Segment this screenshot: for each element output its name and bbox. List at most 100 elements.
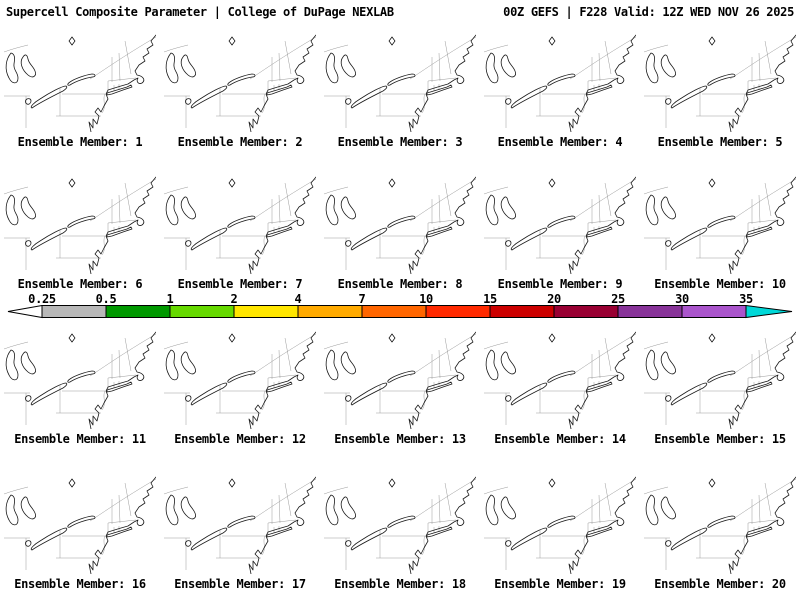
colorbar-segment bbox=[681, 305, 747, 318]
state-borders bbox=[644, 478, 796, 570]
coastline bbox=[645, 34, 796, 132]
ensemble-map-panel: Ensemble Member: 9 bbox=[484, 170, 636, 291]
colorbar-tick-labels: 0.25 0.5 1 2 4 7 10 15 20 25 30 35 bbox=[6, 292, 794, 306]
ensemble-member-label: Ensemble Member: 9 bbox=[497, 277, 623, 291]
marker-diamond-icon bbox=[68, 478, 76, 488]
colorbar-tick-label: 0.25 bbox=[28, 292, 56, 306]
ensemble-map-panel: Ensemble Member: 14 bbox=[484, 325, 636, 446]
colorbar-tick-label: 7 bbox=[358, 292, 366, 306]
map-panel-svg bbox=[484, 476, 636, 574]
marker-diamond-icon bbox=[708, 333, 716, 343]
colorbar-segment bbox=[361, 305, 427, 318]
colorbar-tick-label: 35 bbox=[739, 292, 753, 306]
state-borders bbox=[324, 478, 476, 570]
coastline bbox=[485, 476, 636, 574]
marker-diamond-icon bbox=[708, 478, 716, 488]
ensemble-member-label: Ensemble Member: 8 bbox=[337, 277, 463, 291]
marker-diamond-icon bbox=[548, 36, 556, 46]
ensemble-member-label: Ensemble Member: 15 bbox=[654, 432, 786, 446]
state-borders bbox=[324, 36, 476, 128]
coastline bbox=[645, 176, 796, 274]
colorbar-tick-label: 4 bbox=[294, 292, 302, 306]
colorbar-segment bbox=[297, 305, 363, 318]
ensemble-map-panel: Ensemble Member: 13 bbox=[324, 325, 476, 446]
marker-diamond-icon bbox=[228, 36, 236, 46]
coastline bbox=[5, 331, 156, 429]
ensemble-member-label: Ensemble Member: 7 bbox=[177, 277, 303, 291]
marker-diamond-icon bbox=[68, 333, 76, 343]
colorbar-segment bbox=[425, 305, 491, 318]
state-borders bbox=[324, 333, 476, 425]
ensemble-map-panel: Ensemble Member: 3 bbox=[324, 28, 476, 149]
ensemble-map-panel: Ensemble Member: 17 bbox=[164, 470, 316, 591]
colorbar-left-arrow bbox=[7, 305, 43, 319]
panel-row-3: Ensemble Member: 11 bbox=[0, 325, 800, 446]
ensemble-map-panel: Ensemble Member: 19 bbox=[484, 470, 636, 591]
colorbar-tick-label: 2 bbox=[230, 292, 238, 306]
ensemble-member-label: Ensemble Member: 1 bbox=[17, 135, 143, 149]
ensemble-map-panel: Ensemble Member: 7 bbox=[164, 170, 316, 291]
map-panel-svg bbox=[644, 331, 796, 429]
map-panel-svg bbox=[324, 476, 476, 574]
ensemble-map-panel: Ensemble Member: 5 bbox=[644, 28, 796, 149]
state-borders bbox=[484, 478, 636, 570]
coastline bbox=[165, 331, 316, 429]
map-panel-svg bbox=[164, 176, 316, 274]
ensemble-member-label: Ensemble Member: 19 bbox=[494, 577, 626, 591]
coastline bbox=[325, 34, 476, 132]
ensemble-map-panel: Ensemble Member: 15 bbox=[644, 325, 796, 446]
coastline bbox=[5, 476, 156, 574]
colorbar-tick-label: 10 bbox=[419, 292, 433, 306]
map-panel-svg bbox=[324, 331, 476, 429]
map-panel-svg bbox=[484, 176, 636, 274]
coastline bbox=[5, 176, 156, 274]
map-panel-svg bbox=[164, 476, 316, 574]
ensemble-map-panel: Ensemble Member: 1 bbox=[4, 28, 156, 149]
state-borders bbox=[484, 333, 636, 425]
ensemble-member-label: Ensemble Member: 18 bbox=[334, 577, 466, 591]
map-panel-svg bbox=[324, 176, 476, 274]
coastline bbox=[485, 176, 636, 274]
ensemble-map-panel: Ensemble Member: 12 bbox=[164, 325, 316, 446]
ensemble-member-label: Ensemble Member: 2 bbox=[177, 135, 303, 149]
marker-diamond-icon bbox=[388, 36, 396, 46]
state-borders bbox=[484, 178, 636, 270]
marker-diamond-icon bbox=[388, 178, 396, 188]
ensemble-member-label: Ensemble Member: 12 bbox=[174, 432, 306, 446]
colorbar-segment bbox=[553, 305, 619, 318]
ensemble-map-panel: Ensemble Member: 11 bbox=[4, 325, 156, 446]
colorbar-tick-label: 0.5 bbox=[95, 292, 117, 306]
map-panel-svg bbox=[4, 34, 156, 132]
ensemble-map-panel: Ensemble Member: 8 bbox=[324, 170, 476, 291]
colorbar-segment bbox=[105, 305, 171, 318]
ensemble-member-label: Ensemble Member: 14 bbox=[494, 432, 626, 446]
map-panel-svg bbox=[164, 331, 316, 429]
header-bar: Supercell Composite Parameter | College … bbox=[0, 5, 800, 19]
state-borders bbox=[644, 36, 796, 128]
colorbar-segment bbox=[41, 305, 107, 318]
coastline bbox=[485, 34, 636, 132]
ensemble-member-label: Ensemble Member: 6 bbox=[17, 277, 143, 291]
marker-diamond-icon bbox=[708, 36, 716, 46]
ensemble-member-label: Ensemble Member: 10 bbox=[654, 277, 786, 291]
ensemble-member-label: Ensemble Member: 16 bbox=[14, 577, 146, 591]
panel-row-1: Ensemble Member: 1 bbox=[0, 28, 800, 149]
coastline bbox=[485, 331, 636, 429]
state-borders bbox=[324, 178, 476, 270]
coastline bbox=[645, 476, 796, 574]
map-panel-svg bbox=[644, 176, 796, 274]
coastline bbox=[325, 331, 476, 429]
marker-diamond-icon bbox=[68, 36, 76, 46]
ensemble-map-panel: Ensemble Member: 2 bbox=[164, 28, 316, 149]
map-panel-svg bbox=[4, 476, 156, 574]
colorbar-tick-label: 20 bbox=[547, 292, 561, 306]
ensemble-map-panel: Ensemble Member: 10 bbox=[644, 170, 796, 291]
state-borders bbox=[644, 178, 796, 270]
marker-diamond-icon bbox=[548, 478, 556, 488]
state-borders bbox=[4, 36, 156, 128]
coastline bbox=[165, 34, 316, 132]
ensemble-member-label: Ensemble Member: 17 bbox=[174, 577, 306, 591]
ensemble-map-panel: Ensemble Member: 4 bbox=[484, 28, 636, 149]
colorbar-tick-label: 1 bbox=[166, 292, 174, 306]
state-borders bbox=[164, 178, 316, 270]
